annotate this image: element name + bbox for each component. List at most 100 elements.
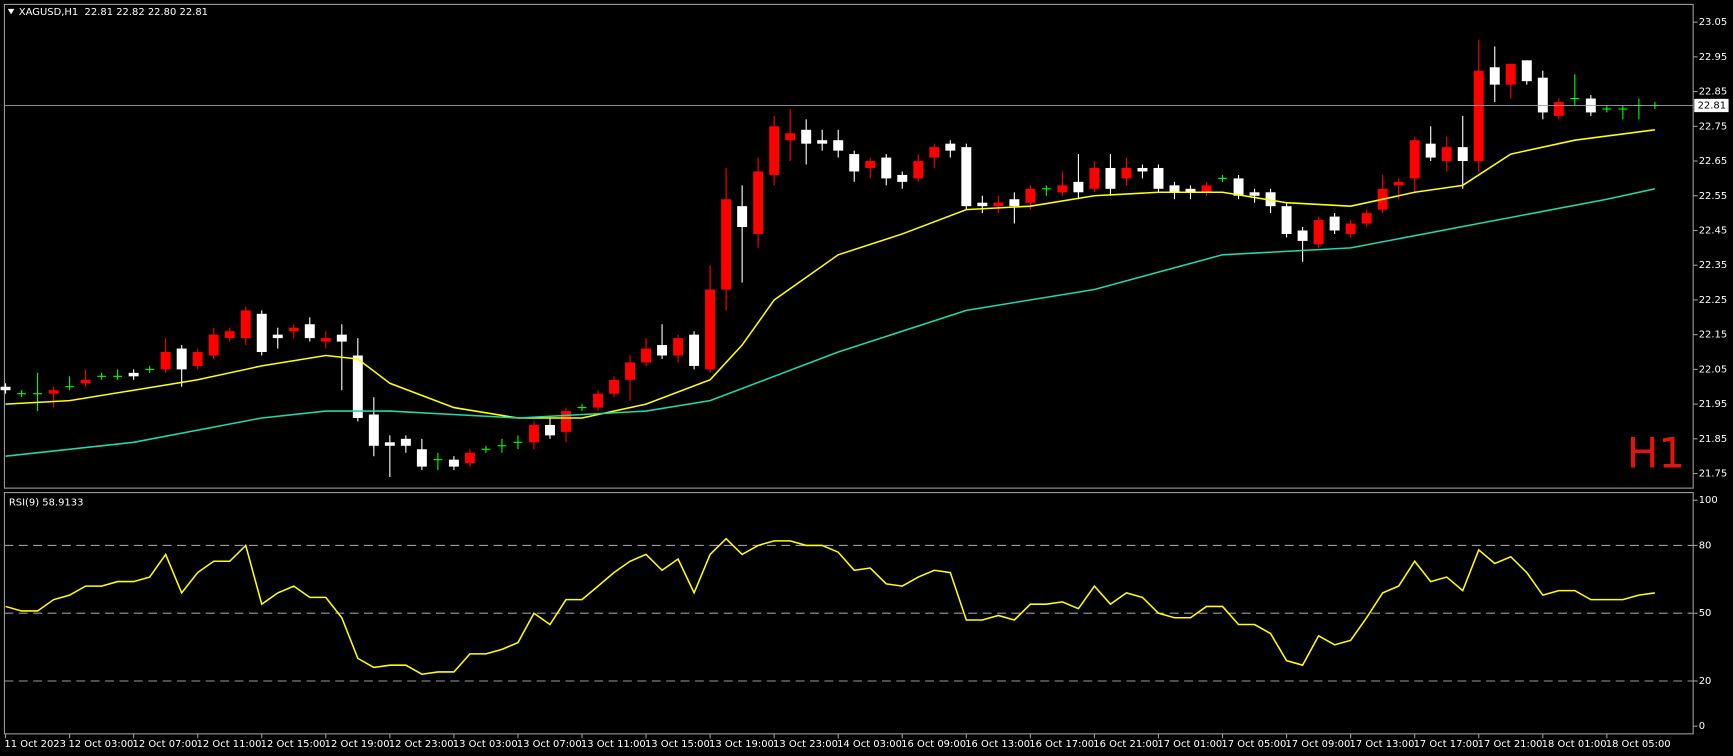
candle-body [769,126,780,175]
candle-body [192,352,203,366]
candle-body [0,386,11,391]
candle-body [561,411,571,432]
x-tick-label: 14 Oct 03:00 [837,739,902,750]
candle-body [785,133,796,141]
x-tick-label: 18 Oct 05:00 [1606,739,1671,750]
candle-body [1169,185,1180,193]
candle-body [336,334,347,342]
candle-body [705,289,716,370]
candle-body [721,199,732,290]
candle-body [1105,167,1116,189]
candle-body [1329,216,1340,231]
candle-body [993,202,1004,207]
candle-body [865,161,876,168]
moving-average [5,129,1655,419]
candle-body [1201,185,1212,193]
last-price-box [1694,98,1729,113]
candle-body [320,338,331,342]
y-tick-label: 22.05 [1699,364,1727,375]
x-tick-label: 11 Oct 2023 [4,739,66,750]
y-tick-label: 22.65 [1699,156,1727,167]
last-price-label: 22.81 [1698,100,1726,111]
x-tick-label: 12 Oct 19:00 [325,739,390,750]
x-tick-label: 18 Oct 01:00 [1542,739,1607,750]
candle-body [609,379,620,394]
candle-body [368,414,379,446]
candle-body [1313,220,1324,245]
candle-body [689,334,700,366]
candle-body [1425,143,1436,158]
candle-body [881,157,892,179]
y-tick-label: 21.95 [1699,399,1727,410]
x-tick-label: 16 Oct 17:00 [1029,739,1094,750]
x-tick-label: 17 Oct 05:00 [1221,739,1286,750]
symbol-arrow [7,8,15,15]
candle-body [737,206,748,228]
candle-body [1025,188,1036,203]
x-tick-label: 16 Oct 09:00 [901,739,966,750]
candle-body [1505,63,1516,85]
candle-body [753,171,764,234]
y-tick-label: 50 [1699,608,1712,619]
y-tick-label: 21.85 [1699,434,1727,445]
candle-body [1281,206,1292,234]
rsi-line [5,537,1655,676]
candle-body [1265,192,1276,207]
candle-body [1057,185,1068,193]
x-tick-label: 17 Oct 13:00 [1350,739,1415,750]
candle-body [929,147,940,158]
x-tick-label: 12 Oct 15:00 [261,739,326,750]
y-tick-label: 0 [1699,721,1705,732]
candle-body [913,161,924,179]
x-tick-label: 12 Oct 03:00 [68,739,133,750]
candle-body [1185,188,1196,193]
y-tick-label: 22.85 [1699,87,1727,98]
candle-body [1361,213,1372,224]
rsi-title: RSI(9) 58.9133 [9,498,84,509]
candle-body [128,372,139,377]
x-tick-label: 13 Oct 11:00 [581,739,646,750]
candle-body [1137,167,1148,172]
candle-body [208,334,219,356]
timeframe-label: H1 [1627,429,1685,478]
y-tick-label: 22.55 [1699,191,1727,202]
candle-body [1297,230,1308,241]
candle-body [1553,102,1564,116]
y-tick-label: 22.35 [1699,260,1727,271]
y-tick-label: 22.75 [1699,121,1727,132]
y-tick-label: 21.75 [1699,469,1727,480]
candle-body [288,327,299,332]
candle-body [416,449,427,467]
candle-body [80,379,91,384]
y-tick-label: 80 [1699,540,1712,551]
x-tick-label: 13 Oct 23:00 [773,739,838,750]
candle-body [593,393,603,408]
candle-body [1249,192,1260,196]
candle-body [977,202,988,207]
candle-body [1073,181,1084,193]
x-tick-label: 12 Oct 07:00 [133,739,198,750]
moving-average [5,188,1656,457]
candle-body [961,147,972,207]
x-tick-label: 13 Oct 07:00 [517,739,582,750]
y-tick-label: 22.95 [1699,52,1727,63]
x-tick-label: 16 Oct 13:00 [965,739,1030,750]
candle-body [849,154,860,172]
candle-body [1393,181,1404,186]
y-tick-label: 22.45 [1699,225,1727,236]
candle-body [817,140,828,144]
x-tick-label: 13 Oct 19:00 [709,739,774,750]
candle-body [1457,147,1468,162]
y-tick-label: 20 [1699,676,1712,687]
candle-body [1473,70,1484,162]
candle-body [1521,60,1532,82]
x-tick-label: 17 Oct 17:00 [1414,739,1479,750]
candle-body [448,459,459,467]
candle-body [48,390,59,394]
candle-body [657,345,668,356]
y-tick-label: 22.15 [1699,330,1727,341]
candle-body [544,424,555,436]
candle-body [256,313,267,353]
candle-body [240,310,251,339]
